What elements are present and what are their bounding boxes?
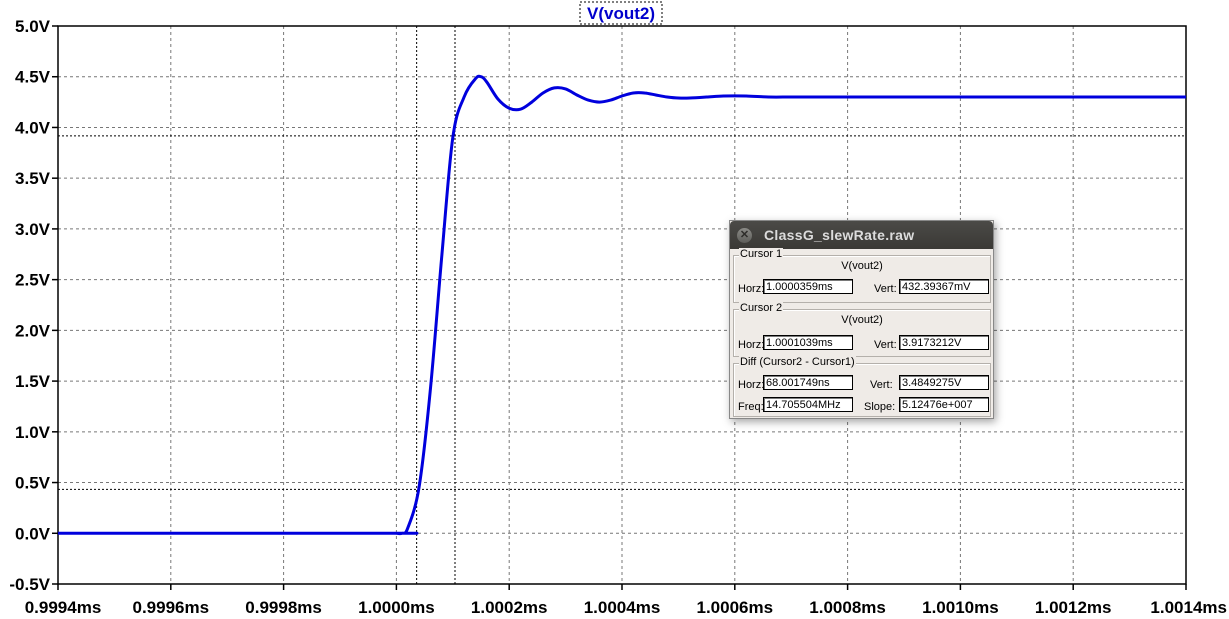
- y-tick-label: 0.5V: [15, 474, 51, 493]
- cursor2-vert-label: Vert:: [874, 339, 897, 351]
- cursor1-vert-label: Vert:: [874, 283, 897, 295]
- cursor1-horz-label: Horz:: [738, 283, 765, 295]
- cursor2-group: Cursor 2 V(vout2) Horz: 1.0001039ms Vert…: [733, 302, 991, 357]
- y-tick-label: 0.0V: [15, 524, 51, 543]
- cursor1-label: Cursor 1: [739, 248, 784, 260]
- cursor2-horz-label: Horz:: [738, 339, 765, 351]
- cursor-dialog[interactable]: ✕ ClassG_slewRate.raw Cursor 1 V(vout2) …: [729, 220, 994, 419]
- trace-line-vout2[interactable]: [57, 74, 1186, 536]
- diff-freq-field[interactable]: 14.705504MHz: [763, 397, 853, 412]
- x-tick-label: 1.0012ms: [1035, 598, 1112, 617]
- cursor1-horz-field[interactable]: 1.0000359ms: [763, 279, 853, 294]
- cursor1-vert-field[interactable]: 432.39367mV: [899, 279, 989, 294]
- y-tick-label: 4.0V: [15, 118, 51, 137]
- y-tick-label: 1.0V: [15, 423, 51, 442]
- y-tick-label: 5.0V: [15, 17, 51, 36]
- trace-title-group[interactable]: V(vout2): [579, 1, 663, 25]
- diff-horz-label: Horz:: [738, 379, 765, 391]
- x-tick-label: 1.0008ms: [809, 598, 886, 617]
- close-icon[interactable]: ✕: [737, 227, 752, 243]
- x-tick-label: 0.9996ms: [133, 598, 210, 617]
- cursor1-group: Cursor 1 V(vout2) Horz: 1.0000359ms Vert…: [733, 248, 991, 303]
- y-axis-ticks: 5.0V 4.5V 4.0V 3.5V 3.0V 2.5V 2.0V 1.5V 1.0V 0.5V…: [9, 17, 58, 594]
- diff-vert-field[interactable]: 3.4849275V: [899, 375, 989, 390]
- y-tick-label: 2.5V: [15, 271, 51, 290]
- diff-freq-label: Freq:: [738, 401, 764, 413]
- x-tick-label: 1.0010ms: [922, 598, 999, 617]
- x-tick-label: 1.0000ms: [358, 598, 435, 617]
- cursor2-horz-field[interactable]: 1.0001039ms: [763, 335, 853, 350]
- x-tick-label: 1.0006ms: [697, 598, 774, 617]
- x-tick-label: 1.0004ms: [584, 598, 661, 617]
- y-tick-label: 2.0V: [15, 321, 51, 340]
- x-tick-label: 1.0002ms: [471, 598, 548, 617]
- diff-group: Diff (Cursor2 - Cursor1) Horz: 68.001749…: [733, 356, 991, 417]
- diff-horz-field[interactable]: 68.001749ns: [763, 375, 853, 390]
- y-tick-label: 1.5V: [15, 372, 51, 391]
- trace-title[interactable]: V(vout2): [587, 4, 655, 23]
- diff-slope-field[interactable]: 5.12476e+007: [899, 397, 989, 412]
- plot-grid: [58, 26, 1186, 584]
- x-tick-label: 0.9998ms: [245, 598, 322, 617]
- x-axis-ticks: 0.9994ms 0.9996ms 0.9998ms 1.0000ms 1.0002ms…: [25, 584, 1227, 617]
- cursor2-label: Cursor 2: [739, 302, 784, 314]
- dialog-titlebar[interactable]: ✕ ClassG_slewRate.raw: [730, 221, 993, 249]
- y-tick-label: 4.5V: [15, 68, 51, 87]
- x-tick-label: 1.0014ms: [1150, 598, 1227, 617]
- x-tick-label: 0.9994ms: [25, 598, 102, 617]
- dialog-title: ClassG_slewRate.raw: [764, 227, 915, 243]
- cursor1-trace: V(vout2): [841, 260, 883, 272]
- y-tick-label: -0.5V: [9, 575, 50, 594]
- diff-vert-label: Vert:: [870, 379, 893, 391]
- trace-title-box: [579, 1, 663, 25]
- y-tick-label: 3.5V: [15, 169, 51, 188]
- cursor2-vert-field[interactable]: 3.9173212V: [899, 335, 989, 350]
- diff-label: Diff (Cursor2 - Cursor1): [739, 356, 856, 368]
- diff-slope-label: Slope:: [864, 401, 896, 413]
- y-tick-label: 3.0V: [15, 220, 51, 239]
- cursor2-trace: V(vout2): [841, 314, 883, 326]
